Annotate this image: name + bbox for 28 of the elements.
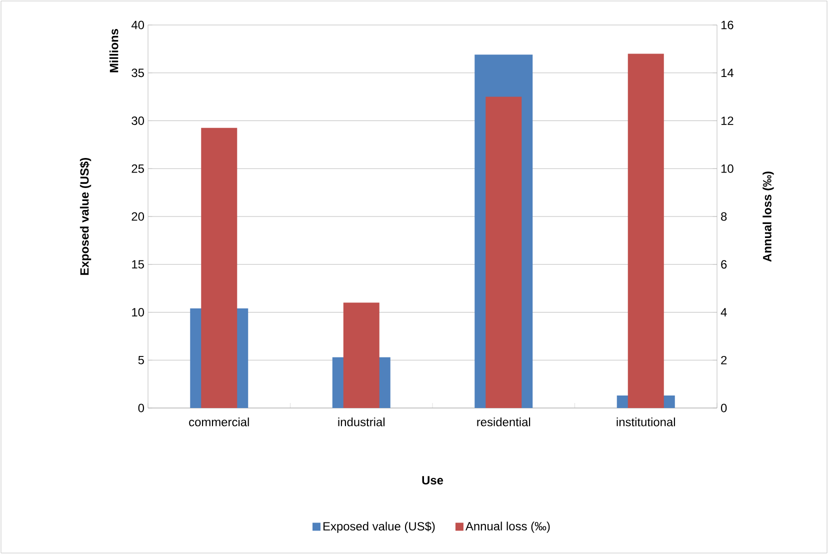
x-tick-label: industrial: [338, 418, 384, 426]
y2-tick-label: 6: [721, 260, 727, 269]
legend-label: Exposed value (US$): [323, 522, 435, 533]
x-tick-label: institutional: [616, 418, 675, 426]
y-tick-label: 30: [132, 116, 144, 125]
y2-tick-label: 14: [721, 68, 734, 77]
y2-tick-label: 12: [721, 116, 734, 125]
y2-tick-label: 2: [721, 356, 727, 364]
y2-tick-label: 8: [721, 212, 727, 221]
y-tick-label: 10: [132, 308, 144, 316]
y2-tick-label: 4: [720, 308, 727, 316]
y2-tick-label: 0: [720, 404, 727, 412]
legend-label: Annual loss (‰): [465, 522, 550, 533]
y-tick-label: 20: [132, 212, 144, 221]
y-tick-label: 0: [138, 404, 144, 412]
x-axis-title: Use: [422, 476, 444, 484]
y-tick-label: 5: [138, 356, 144, 364]
x-tick-label: commercial: [189, 418, 249, 426]
y2-tick-label: 10: [721, 164, 734, 173]
y-tick-label: 35: [132, 68, 144, 78]
y2-axis-title: Annual loss (‰): [762, 172, 774, 262]
y-axis-title: Exposed value (US$): [80, 158, 92, 275]
y-tick-label: 40: [131, 20, 144, 30]
y-tick-label: 25: [132, 164, 144, 173]
y-tick-label: 15: [132, 260, 144, 269]
text: Millions: [109, 28, 118, 72]
x-tick-label: residential: [477, 418, 530, 426]
y2-tick-label: 16: [721, 20, 734, 30]
